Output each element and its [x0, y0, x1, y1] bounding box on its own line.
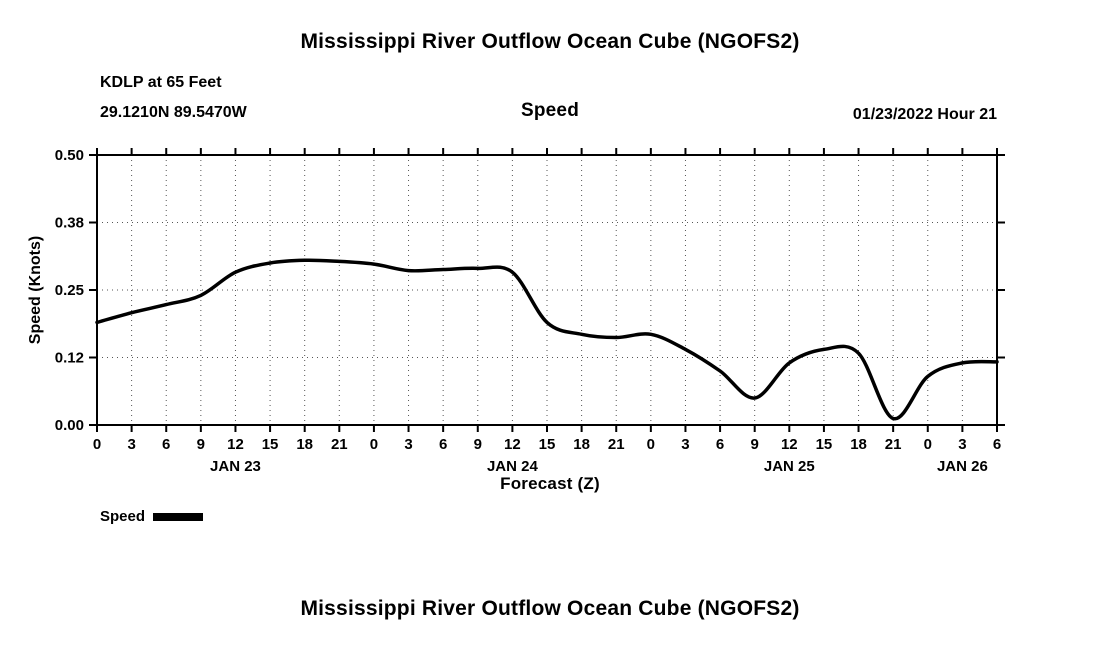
x-tick-label: 9: [751, 436, 759, 453]
legend: Speed: [100, 508, 204, 525]
y-tick-label: 0.12: [55, 350, 84, 367]
x-tick-label: 21: [608, 436, 625, 453]
x-tick-label: 3: [681, 436, 689, 453]
page-title-bottom: Mississippi River Outflow Ocean Cube (NG…: [300, 597, 800, 620]
x-tick-label: 15: [539, 436, 556, 453]
x-tick-label: 9: [197, 436, 205, 453]
x-tick-label: 6: [716, 436, 724, 453]
x-tick-label: 15: [262, 436, 279, 453]
x-tick-label: 0: [370, 436, 378, 453]
day-label: JAN 24: [487, 458, 539, 475]
x-tick-label: 18: [296, 436, 313, 453]
x-tick-label: 18: [850, 436, 867, 453]
x-tick-label: 3: [404, 436, 412, 453]
x-tick-label: 18: [573, 436, 590, 453]
page-title-top: Mississippi River Outflow Ocean Cube (NG…: [300, 30, 800, 53]
datetime-label: 01/23/2022 Hour 21: [852, 106, 997, 123]
chart-title: Speed: [520, 100, 580, 121]
x-tick-label: 6: [439, 436, 447, 453]
x-tick-label: 21: [885, 436, 902, 453]
x-tick-label: 3: [958, 436, 966, 453]
x-tick-label: 0: [924, 436, 932, 453]
x-tick-label: 12: [781, 436, 798, 453]
x-axis-title: Forecast (Z): [500, 474, 600, 493]
x-tick-label: 21: [331, 436, 348, 453]
legend-line-swatch: [153, 512, 204, 521]
x-tick-label: 12: [504, 436, 521, 453]
day-label: JAN 25: [764, 458, 815, 475]
legend-label: Speed: [100, 508, 146, 525]
x-tick-label: 6: [162, 436, 170, 453]
speed-series-line: [95, 258, 999, 421]
x-tick-label: 6: [993, 436, 1001, 453]
y-tick-label: 0.38: [55, 215, 84, 232]
x-tick-label: 0: [93, 436, 101, 453]
day-label: JAN 26: [937, 458, 988, 475]
y-tick-label: 0.25: [55, 282, 84, 299]
station-label: KDLP at 65 Feet: [100, 74, 222, 91]
x-tick-label: 0: [647, 436, 655, 453]
x-tick-label: 3: [127, 436, 135, 453]
x-tick-label: 12: [227, 436, 244, 453]
x-tick-label: 9: [474, 436, 482, 453]
y-axis-title: Speed (Knots): [27, 236, 44, 344]
x-tick-label: 15: [816, 436, 833, 453]
day-label: JAN 23: [210, 458, 261, 475]
y-tick-label: 0.50: [55, 147, 84, 164]
y-tick-label: 0.00: [55, 417, 84, 434]
coordinates-label: 29.1210N 89.5470W: [100, 104, 247, 121]
